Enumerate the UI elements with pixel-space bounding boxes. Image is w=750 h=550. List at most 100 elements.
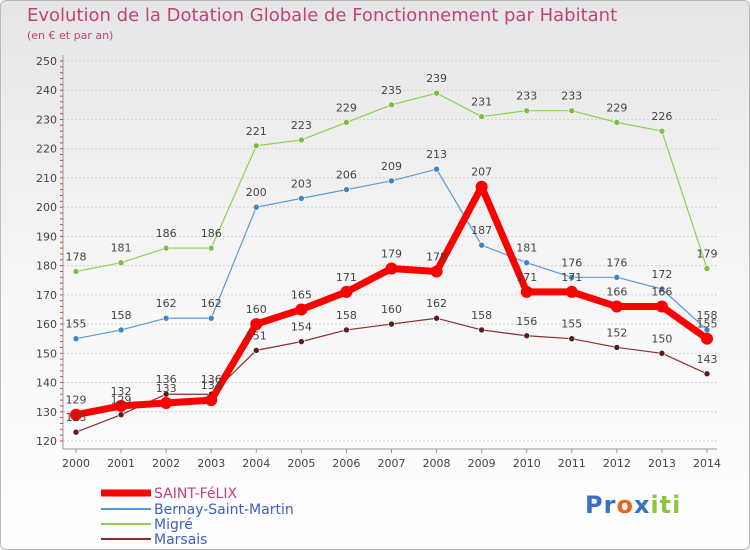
- data-point: [703, 370, 711, 378]
- data-label: 134: [201, 379, 222, 392]
- data-label: 133: [156, 382, 177, 395]
- data-label: 176: [561, 256, 582, 269]
- data-point: [207, 244, 215, 252]
- data-point: [72, 335, 80, 342]
- x-tick-label: 2012: [603, 457, 631, 470]
- data-point: [610, 300, 623, 313]
- data-point: [340, 285, 353, 298]
- data-label: 178: [426, 250, 447, 263]
- data-label: 158: [111, 309, 132, 322]
- logo-part: iti: [650, 491, 682, 519]
- data-label: 186: [156, 227, 177, 240]
- data-point: [701, 332, 713, 345]
- legend-label: Marsais: [154, 532, 207, 548]
- x-tick-label: 2003: [197, 457, 225, 470]
- legend-label: Bernay-Saint-Martin: [154, 502, 294, 518]
- data-point: [568, 107, 576, 114]
- data-point: [433, 89, 440, 97]
- data-label: 239: [426, 72, 447, 85]
- data-label: 166: [651, 286, 672, 299]
- data-label: 165: [291, 288, 312, 301]
- data-point: [520, 285, 533, 298]
- data-label: 179: [381, 248, 402, 261]
- data-point: [205, 394, 218, 407]
- data-label: 181: [111, 242, 132, 255]
- data-label: 136: [201, 373, 222, 386]
- data-label: 229: [336, 101, 357, 114]
- data-label: 136: [156, 373, 177, 386]
- data-point: [658, 350, 666, 357]
- data-point: [250, 318, 263, 331]
- chart-title: Evolution de la Dotation Globale de Fonc…: [27, 5, 618, 26]
- x-tick-label: 2005: [287, 457, 315, 470]
- data-point: [613, 119, 621, 126]
- data-label: 221: [246, 125, 267, 138]
- data-label: 179: [697, 248, 718, 261]
- data-point: [565, 285, 578, 298]
- y-tick-label: 190: [36, 230, 57, 243]
- data-point: [655, 300, 668, 313]
- data-point: [430, 265, 443, 278]
- x-tick-label: 2000: [62, 457, 90, 470]
- data-point: [252, 347, 260, 354]
- data-point: [658, 127, 666, 135]
- data-point: [117, 411, 125, 418]
- data-label: 171: [516, 271, 537, 284]
- data-point: [523, 332, 531, 340]
- proxiti-logo: Proxiti: [585, 491, 681, 519]
- data-label: 155: [66, 318, 87, 331]
- data-label: 229: [606, 101, 627, 114]
- data-label: 187: [471, 224, 492, 237]
- data-point: [298, 136, 305, 144]
- x-tick-label: 2007: [378, 457, 406, 470]
- data-label: 162: [201, 297, 222, 310]
- chart-subtitle: (en € et par an): [27, 29, 114, 42]
- x-tick-label: 2013: [648, 457, 676, 470]
- y-tick-label: 130: [36, 406, 57, 419]
- data-label: 155: [561, 318, 582, 331]
- x-tick-label: 2001: [107, 457, 135, 470]
- data-point: [478, 326, 485, 334]
- data-point: [523, 259, 531, 266]
- data-label: 166: [606, 286, 627, 299]
- data-point: [475, 180, 488, 193]
- data-label: 158: [336, 309, 357, 322]
- y-tick-label: 170: [36, 289, 57, 302]
- data-label: 132: [111, 385, 132, 398]
- data-label: 162: [426, 297, 447, 310]
- x-tick-label: 2002: [152, 457, 180, 470]
- y-tick-label: 220: [36, 143, 57, 156]
- y-tick-label: 250: [36, 55, 57, 68]
- legend-label: Migré: [154, 517, 193, 533]
- data-point: [295, 303, 308, 316]
- data-label: 172: [651, 268, 672, 281]
- x-tick-label: 2009: [468, 457, 496, 470]
- data-point: [433, 165, 440, 173]
- data-point: [388, 101, 395, 109]
- data-label: 213: [426, 148, 447, 161]
- y-tick-label: 210: [36, 172, 57, 185]
- data-label: 129: [66, 394, 87, 407]
- data-label: 151: [246, 329, 267, 342]
- data-point: [613, 344, 621, 351]
- data-point: [703, 265, 711, 272]
- data-point: [433, 314, 440, 322]
- data-point: [478, 241, 485, 249]
- x-tick-label: 2006: [332, 457, 360, 470]
- data-label: 223: [291, 119, 312, 132]
- x-tick-label: 2004: [242, 457, 270, 470]
- data-label: 233: [516, 90, 537, 103]
- data-label: 178: [66, 250, 87, 263]
- data-label: 154: [291, 321, 312, 334]
- data-point: [385, 262, 398, 275]
- data-point: [343, 326, 350, 334]
- data-label: 150: [651, 332, 672, 345]
- y-tick-label: 180: [36, 260, 57, 273]
- data-label: 156: [516, 315, 537, 328]
- data-point: [207, 314, 215, 322]
- data-point: [388, 177, 395, 185]
- data-label: 171: [336, 271, 357, 284]
- y-tick-label: 240: [36, 84, 57, 97]
